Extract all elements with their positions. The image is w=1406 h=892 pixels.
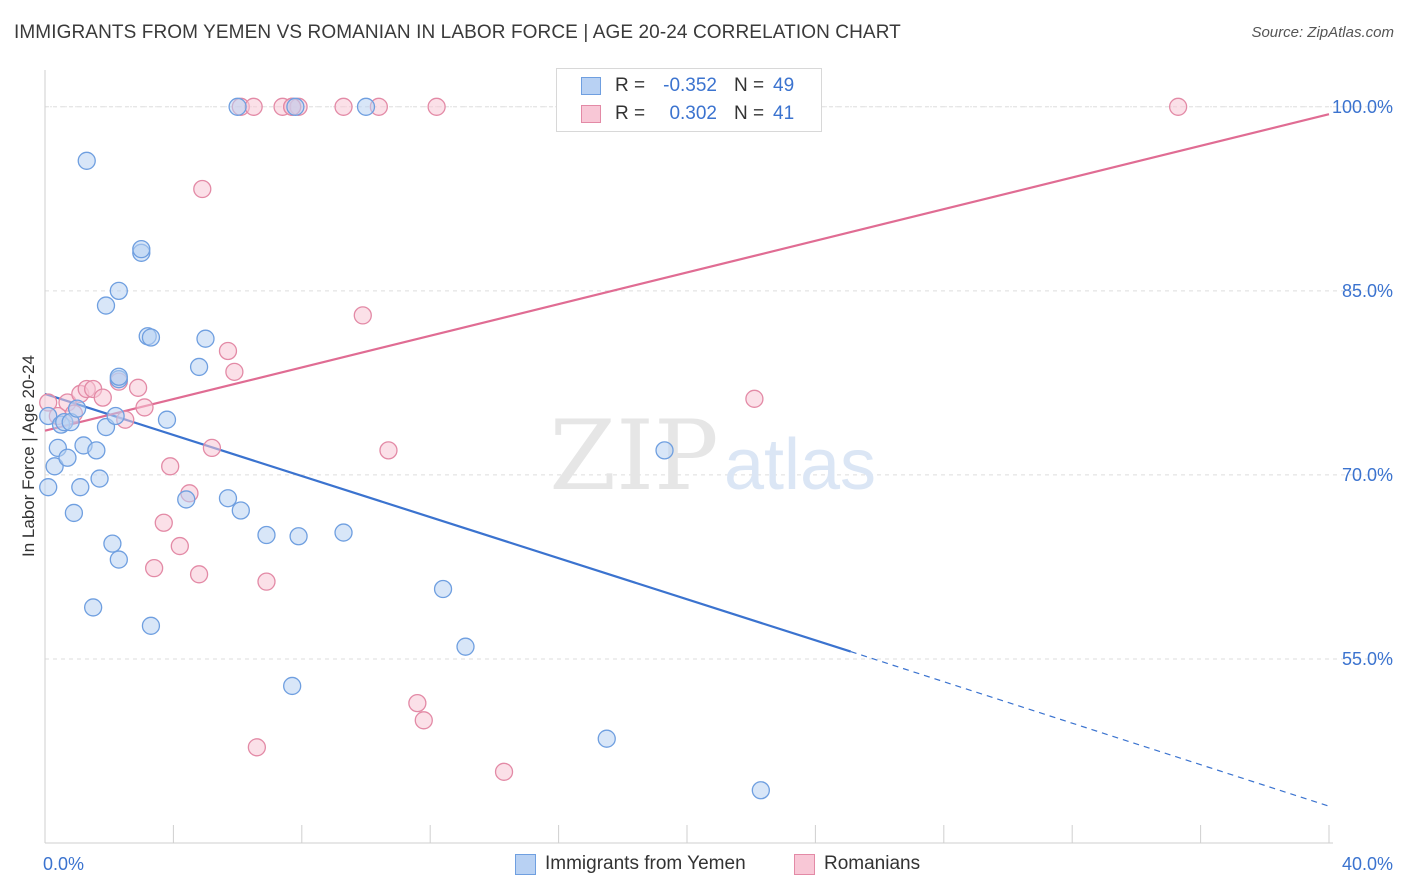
point-romanians xyxy=(128,378,148,397)
trend-line-yemen xyxy=(44,392,852,653)
point-yemen xyxy=(39,478,58,497)
point-yemen xyxy=(286,97,305,116)
point-romanians xyxy=(170,536,189,556)
point-yemen xyxy=(177,490,196,509)
point-yemen xyxy=(283,676,302,696)
r-value: -0.352 xyxy=(663,75,717,96)
point-romanians xyxy=(427,97,446,116)
x-tick-label: 40.0% xyxy=(1342,854,1393,874)
point-yemen xyxy=(751,781,770,800)
n-label: N = xyxy=(734,103,765,124)
watermark-atlas: atlas xyxy=(724,425,876,505)
point-yemen xyxy=(228,97,247,116)
legend-swatch-yemen xyxy=(515,854,536,875)
source-label: Source: ZipAtlas.com xyxy=(1251,24,1394,41)
point-yemen xyxy=(196,329,215,348)
stats-swatch-yemen xyxy=(581,77,601,95)
point-romanians xyxy=(193,179,212,199)
point-romanians xyxy=(408,693,427,713)
stats-swatch-romanians xyxy=(581,105,601,123)
stats-row-yemen: R = -0.352 N = 49 xyxy=(557,72,821,100)
point-yemen xyxy=(433,579,453,599)
chart-title: IMMIGRANTS FROM YEMEN VS ROMANIAN IN LAB… xyxy=(14,22,901,43)
point-yemen xyxy=(289,527,308,546)
point-yemen xyxy=(39,406,58,426)
point-romanians xyxy=(135,398,154,417)
point-yemen xyxy=(597,729,616,748)
point-yemen xyxy=(218,489,238,508)
point-yemen xyxy=(157,410,177,429)
point-yemen xyxy=(87,441,106,460)
legend-swatch-romanians xyxy=(794,854,815,875)
axes xyxy=(44,70,1333,844)
point-romanians xyxy=(379,441,398,460)
point-romanians xyxy=(257,572,276,591)
y-tick-label: 100.0% xyxy=(1332,97,1393,117)
point-romanians xyxy=(218,341,238,361)
point-yemen xyxy=(84,598,103,617)
x-tick-label: 0.0% xyxy=(43,854,84,874)
point-yemen xyxy=(64,503,84,523)
trend-line-extension xyxy=(850,651,1330,807)
point-romanians xyxy=(154,513,173,532)
legend: Immigrants from Yemen Romanians xyxy=(0,851,1406,877)
point-yemen xyxy=(106,406,125,426)
point-yemen xyxy=(456,637,475,656)
point-romanians xyxy=(189,565,209,584)
point-romanians xyxy=(225,362,244,381)
point-yemen xyxy=(58,448,77,467)
stats-box: R = -0.352 N = 49 R = 0.302 N = 41 xyxy=(556,68,822,132)
point-romanians xyxy=(247,738,267,757)
n-value: 49 xyxy=(773,75,795,96)
trend-line-romanians xyxy=(44,113,1330,432)
point-romanians xyxy=(745,389,764,408)
r-label: R = xyxy=(615,75,646,96)
point-romanians xyxy=(494,762,514,781)
watermark: ZIP atlas xyxy=(549,400,876,512)
r-label: R = xyxy=(615,103,646,124)
point-yemen xyxy=(109,367,128,386)
point-yemen xyxy=(90,469,109,488)
point-yemen xyxy=(67,399,87,418)
point-yemen xyxy=(257,525,276,545)
y-tick-label: 70.0% xyxy=(1342,465,1393,485)
n-value: 41 xyxy=(773,103,795,124)
y-tick-label: 55.0% xyxy=(1342,649,1393,669)
point-yemen xyxy=(96,296,116,315)
y-tick-label: 85.0% xyxy=(1342,281,1393,301)
n-label: N = xyxy=(734,75,765,96)
point-romanians xyxy=(144,559,164,578)
point-yemen xyxy=(655,441,674,460)
point-yemen xyxy=(141,616,161,635)
point-romanians xyxy=(353,306,372,325)
point-yemen xyxy=(356,97,376,116)
point-yemen xyxy=(334,523,353,542)
point-yemen xyxy=(103,534,122,553)
point-romanians xyxy=(414,711,433,730)
point-romanians xyxy=(1168,97,1188,116)
point-yemen xyxy=(132,239,151,259)
point-romanians xyxy=(93,388,112,407)
legend-label-yemen: Immigrants from Yemen xyxy=(545,853,746,874)
point-romanians xyxy=(334,97,353,116)
point-yemen xyxy=(109,281,128,301)
point-yemen xyxy=(77,151,96,170)
trend-lines xyxy=(44,113,1330,807)
point-yemen xyxy=(45,457,64,476)
point-yemen xyxy=(231,501,250,520)
tick-labels: 100.0% 85.0% 70.0% 55.0% 0.0% 40.0% xyxy=(43,97,1393,874)
point-romanians xyxy=(202,438,222,458)
point-yemen xyxy=(71,478,90,497)
gridlines xyxy=(45,106,1392,660)
point-romanians xyxy=(161,457,180,476)
point-yemen xyxy=(141,328,161,347)
point-romanians xyxy=(244,97,263,116)
point-yemen xyxy=(109,550,128,569)
stats-row-romanians: R = 0.302 N = 41 xyxy=(557,100,821,128)
legend-label-romanians: Romanians xyxy=(824,853,921,874)
point-yemen xyxy=(189,357,209,377)
r-value: 0.302 xyxy=(669,103,717,124)
watermark-zip: ZIP xyxy=(549,400,718,512)
